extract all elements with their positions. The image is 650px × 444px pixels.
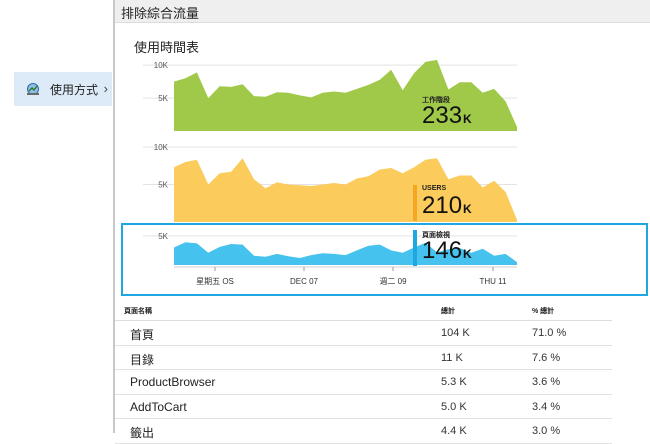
metric-color-bar: [413, 185, 417, 221]
chevron-right-icon: ›: [103, 81, 108, 96]
metric-value: 146K: [422, 239, 472, 266]
table-row[interactable]: 首頁 104 K 71.0 %: [115, 321, 612, 346]
metric-unit: K: [463, 112, 472, 126]
page-total: 5.3 K: [441, 376, 467, 388]
column-header-page-name[interactable]: 頁面名稱: [124, 308, 152, 315]
metric-number: 146: [422, 237, 463, 264]
column-header-total[interactable]: 總計: [441, 308, 455, 315]
metric-number: 210: [422, 192, 463, 219]
blade-divider: [113, 0, 115, 433]
table-header: 頁面名稱 總計 % 總計: [115, 300, 612, 321]
table-row[interactable]: AddToCart 5.0 K 3.4 %: [115, 395, 612, 419]
page-total: 4.4 K: [441, 425, 467, 437]
metric-label: USERS: [422, 185, 447, 192]
usage-timeline-chart[interactable]: 10K 5K 10K 5K 5K 星期五 OS DEC 07 週二 09 THU 11: [0, 0, 650, 300]
page-name: AddToCart: [130, 399, 187, 414]
column-header-percent[interactable]: % 總計: [532, 308, 555, 315]
nav-item-usage[interactable]: 使用方式 ›: [14, 72, 112, 106]
table-row[interactable]: 籤出 4.4 K 3.0 %: [115, 419, 612, 444]
series-area-2[interactable]: [174, 242, 517, 265]
page-percent: 3.0 %: [532, 425, 561, 437]
page-name: 首頁: [130, 328, 155, 342]
page-name: ProductBrowser: [130, 375, 216, 389]
page-percent: 3.6 %: [532, 376, 561, 388]
y-tick-label: 10K: [154, 143, 169, 152]
nav-item-label: 使用方式: [50, 82, 99, 97]
x-tick-label: 週二 09: [379, 277, 407, 286]
series-area-0[interactable]: [174, 59, 517, 131]
y-tick-label: 10K: [154, 61, 169, 70]
page-percent: 7.6 %: [532, 351, 561, 364]
usage-icon: [27, 83, 39, 95]
series-area-1[interactable]: [174, 158, 517, 222]
page-percent: 71.0 %: [532, 327, 567, 339]
page-total: 11 K: [441, 351, 463, 364]
metric-label: 頁面檢視: [422, 232, 450, 239]
page-total: 5.0 K: [441, 400, 467, 413]
table-row[interactable]: 目錄 11 K 7.6 %: [115, 346, 612, 370]
y-tick-label: 5K: [158, 181, 168, 190]
metric-number: 233: [422, 102, 463, 129]
left-navigation: 使用方式 ›: [0, 0, 112, 433]
y-tick-label: 5K: [158, 232, 168, 241]
x-tick-label: 星期五 OS: [196, 277, 234, 286]
page-name: 目錄: [130, 352, 155, 367]
metric-color-bar: [413, 230, 417, 266]
metric-color-bar: [413, 95, 417, 131]
panel-title: 使用時間表: [134, 40, 200, 55]
table-row[interactable]: ProductBrowser 5.3 K 3.6 %: [115, 370, 612, 395]
x-tick-label: DEC 07: [290, 277, 319, 286]
page-total: 104 K: [441, 327, 470, 339]
metric-value: 210K: [422, 194, 472, 221]
y-tick-label: 5K: [158, 94, 168, 103]
metric-unit: K: [463, 247, 472, 261]
page-table: 頁面名稱 總計 % 總計 首頁 104 K 71.0 % 目錄 11 K 7.6…: [115, 300, 612, 444]
metric-label: 工作階段: [422, 97, 450, 104]
blade-title: 排除綜合流量: [121, 6, 200, 21]
metric-unit: K: [463, 202, 472, 216]
page-percent: 3.4 %: [532, 400, 561, 413]
x-tick-label: THU 11: [480, 277, 508, 286]
metric-value: 233K: [422, 104, 472, 131]
blade-header: 排除綜合流量: [115, 0, 650, 23]
